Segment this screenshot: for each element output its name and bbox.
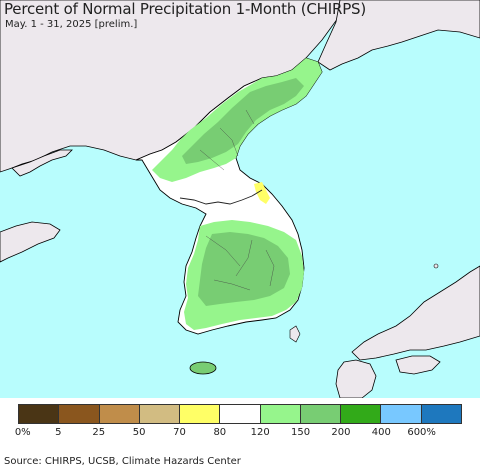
legend-label: 25	[92, 427, 106, 438]
source-credit: Source: CHIRPS, UCSB, Climate Hazards Ce…	[4, 456, 241, 467]
province-borders	[199, 109, 275, 291]
legend-swatch	[59, 405, 100, 423]
legend-label: 80	[213, 427, 227, 438]
dmz-border	[179, 189, 263, 205]
legend-label: 120	[250, 427, 270, 438]
legend-label: 400	[371, 427, 391, 438]
japan-shikoku	[395, 355, 441, 375]
russia-far-east	[317, 0, 480, 71]
legend-swatch	[260, 405, 301, 423]
legend-label: 50	[132, 427, 146, 438]
legend-color-bar	[18, 404, 462, 424]
wet-zone-north-dark	[182, 78, 304, 164]
legend-label: 5	[55, 427, 62, 438]
legend-swatch	[300, 405, 342, 423]
legend-swatch	[341, 405, 382, 423]
map-subtitle: May. 1 - 31, 2025 [prelim.]	[5, 19, 138, 30]
liaodong-coast	[11, 149, 73, 177]
shandong-peninsula	[0, 221, 61, 263]
legend-label: 70	[173, 427, 186, 438]
legend-swatch	[381, 405, 422, 423]
legend-label: 150	[290, 427, 311, 438]
ulleung-island	[433, 263, 439, 269]
legend-labels: 0% 5 25 50 70 80 120 150 200 400 600%	[0, 427, 480, 441]
japan-kyushu	[335, 359, 377, 398]
dry-spot-east-coast	[254, 182, 270, 204]
legend-label: 0%	[14, 427, 31, 438]
map-title: Percent of Normal Precipitation 1-Month …	[4, 0, 367, 18]
legend-swatch	[99, 405, 140, 423]
wet-zone-south-dark	[198, 232, 290, 306]
legend-swatch	[421, 405, 461, 423]
legend-swatch	[220, 405, 261, 423]
tsushima-island	[289, 325, 301, 343]
japan-honshu	[351, 265, 480, 361]
jeju-island	[189, 361, 217, 375]
precipitation-map	[0, 0, 480, 398]
legend-swatch	[139, 405, 181, 423]
legend-label: 600%	[407, 427, 436, 438]
legend-swatch	[180, 405, 221, 423]
legend-swatch	[19, 405, 60, 423]
legend-label: 200	[331, 427, 351, 438]
